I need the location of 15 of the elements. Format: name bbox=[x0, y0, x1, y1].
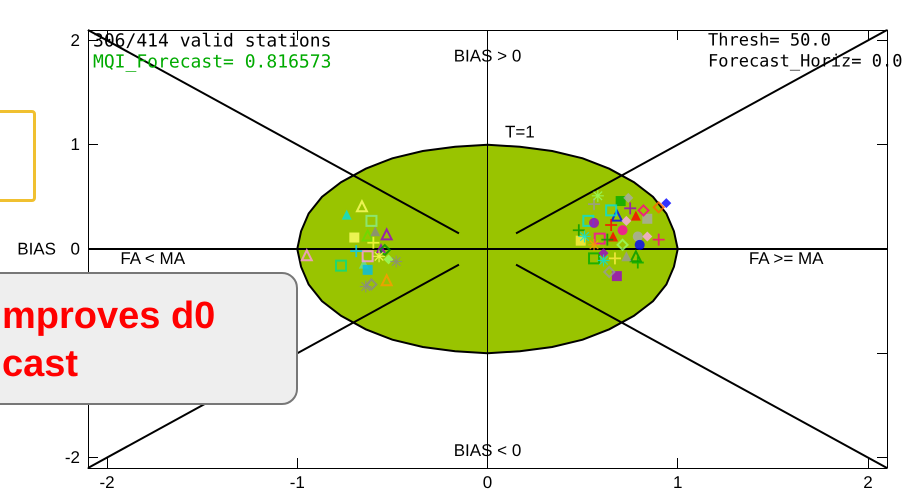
y-axis-title: BIAS bbox=[17, 240, 56, 258]
x-tick-label: 2 bbox=[863, 473, 873, 491]
x-tick-label: 0 bbox=[482, 473, 492, 491]
y-tick-label: -2 bbox=[64, 448, 80, 468]
x-tick-label: -1 bbox=[290, 473, 305, 491]
x-tick-label: 1 bbox=[673, 473, 682, 491]
annotation: mproves d0 cast bbox=[0, 272, 298, 405]
annotation: T=1 bbox=[504, 122, 535, 142]
annotation: FA < MA bbox=[120, 248, 186, 268]
y-tick-label: 1 bbox=[70, 135, 80, 154]
x-tick-label: -2 bbox=[99, 473, 115, 491]
y-tick-label: 2 bbox=[70, 30, 80, 50]
y-tick-label: 0 bbox=[70, 240, 80, 258]
annotation: FA >= MA bbox=[748, 248, 824, 268]
annotation: Thresh= 50.0 bbox=[708, 30, 831, 50]
